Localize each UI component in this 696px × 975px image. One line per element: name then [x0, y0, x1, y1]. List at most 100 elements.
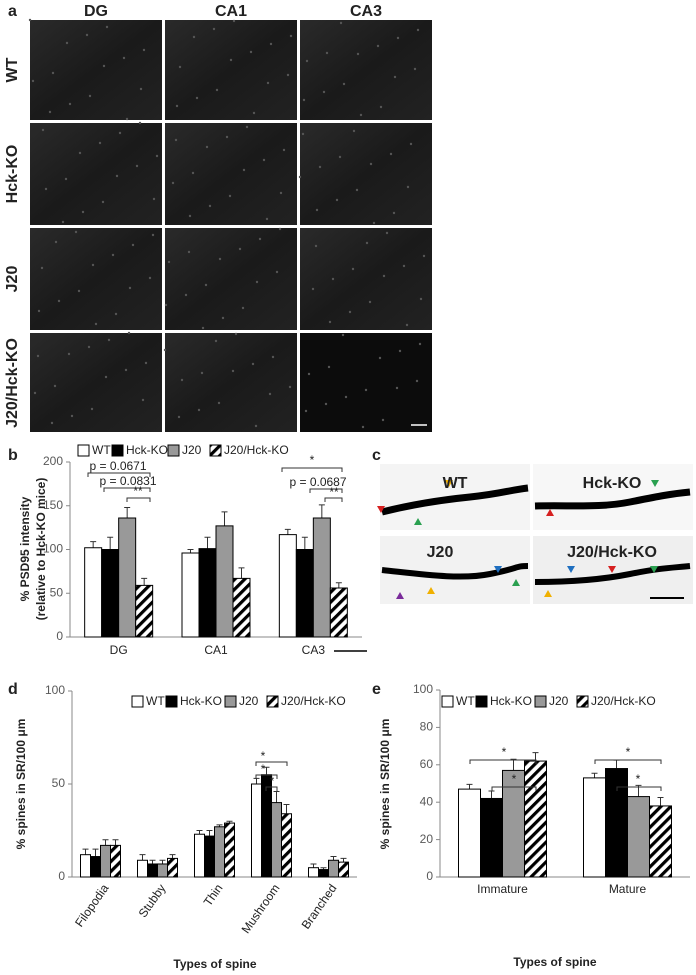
y-axis-label: % spines in SR/100 μm: [378, 719, 392, 850]
texture: [218, 257, 222, 261]
annotation: **: [133, 484, 143, 498]
texture: [122, 56, 126, 60]
error-bar: [124, 507, 131, 518]
bar: [271, 802, 282, 878]
texture: [269, 42, 273, 46]
texture: [324, 402, 328, 406]
legend-label: WT: [92, 443, 111, 457]
texture: [141, 398, 145, 402]
texture: [151, 233, 155, 237]
texture: [104, 375, 108, 379]
texture: [131, 243, 135, 247]
texture: [91, 263, 95, 267]
texture: [422, 254, 426, 258]
bar: [137, 859, 148, 878]
texture: [51, 71, 55, 75]
legend-label: J20: [239, 694, 259, 708]
texture: [105, 25, 109, 29]
significance-bracket: [126, 497, 151, 502]
bar: [204, 835, 215, 878]
y-tick-label: 50: [50, 585, 64, 599]
error-bar: [206, 830, 213, 837]
texture: [204, 283, 208, 287]
error-bar: [90, 541, 97, 548]
legend-swatch: [111, 444, 124, 457]
error-bar: [102, 839, 109, 846]
arrowhead: [427, 587, 435, 594]
error-bar: [159, 859, 166, 864]
texture: [155, 154, 159, 158]
texture: [311, 287, 315, 291]
y-tick-label: 100: [413, 682, 433, 696]
texture: [301, 132, 305, 136]
texture: [238, 247, 242, 251]
x-tick-label: Mature: [609, 882, 647, 896]
bar: [135, 584, 154, 638]
micrograph: [30, 228, 162, 330]
error-bar: [82, 848, 89, 855]
annotation: *: [261, 749, 266, 763]
arrowhead: [650, 566, 658, 573]
texture: [339, 21, 343, 25]
arrowhead: [651, 480, 659, 487]
error-bar: [318, 504, 325, 518]
arrowhead: [396, 592, 404, 599]
dendrite: [381, 484, 529, 516]
bar: [251, 783, 262, 878]
y-tick-label: 100: [43, 542, 63, 556]
texture: [53, 384, 57, 388]
texture: [57, 299, 61, 303]
texture: [152, 197, 156, 201]
texture: [205, 145, 209, 149]
legend-swatch: [224, 695, 237, 708]
significance-bracket: [324, 497, 343, 502]
panel-letter: a: [8, 3, 17, 20]
bar: [308, 867, 319, 878]
texture: [302, 98, 306, 102]
x-tick-label: CA1: [204, 643, 228, 657]
texture: [342, 82, 346, 86]
dendrite: [534, 563, 691, 585]
texture: [335, 198, 339, 202]
y-tick-label: 80: [420, 720, 434, 734]
significance-bracket: [469, 759, 537, 764]
bar: [458, 788, 481, 878]
y-axis-label: (relative to Hck-KO mice): [34, 478, 48, 621]
arrowhead: [445, 480, 453, 487]
y-tick-label: 20: [420, 832, 434, 846]
texture: [325, 51, 329, 55]
texture: [351, 267, 355, 271]
legend-label: WT: [456, 694, 475, 708]
texture: [307, 372, 311, 376]
arrowhead: [608, 566, 616, 573]
texture: [48, 110, 52, 114]
legend-label: Hck-KO: [490, 694, 532, 708]
texture: [77, 289, 81, 293]
significance-bracket: [103, 487, 151, 492]
texture: [81, 210, 85, 214]
texture: [344, 395, 348, 399]
texture: [118, 131, 122, 135]
significance-bracket: [255, 774, 278, 779]
texture: [378, 356, 382, 360]
texture: [125, 117, 129, 121]
texture: [197, 408, 201, 412]
legend-label: J20/Hck-KO: [224, 443, 289, 457]
significance-bracket: [491, 786, 537, 791]
texture: [315, 208, 319, 212]
error-bar: [221, 511, 228, 526]
texture: [85, 33, 89, 37]
legend-label: J20: [182, 443, 202, 457]
texture: [258, 237, 262, 241]
texture: [187, 250, 191, 254]
error-bar: [92, 848, 99, 857]
error-bar: [273, 790, 280, 803]
y-tick-label: 150: [43, 498, 63, 512]
texture: [282, 148, 286, 152]
significance-bracket: [309, 488, 343, 493]
texture: [365, 241, 369, 245]
legend-swatch: [266, 695, 279, 708]
texture: [229, 58, 233, 62]
y-tick-label: 0: [56, 629, 63, 643]
